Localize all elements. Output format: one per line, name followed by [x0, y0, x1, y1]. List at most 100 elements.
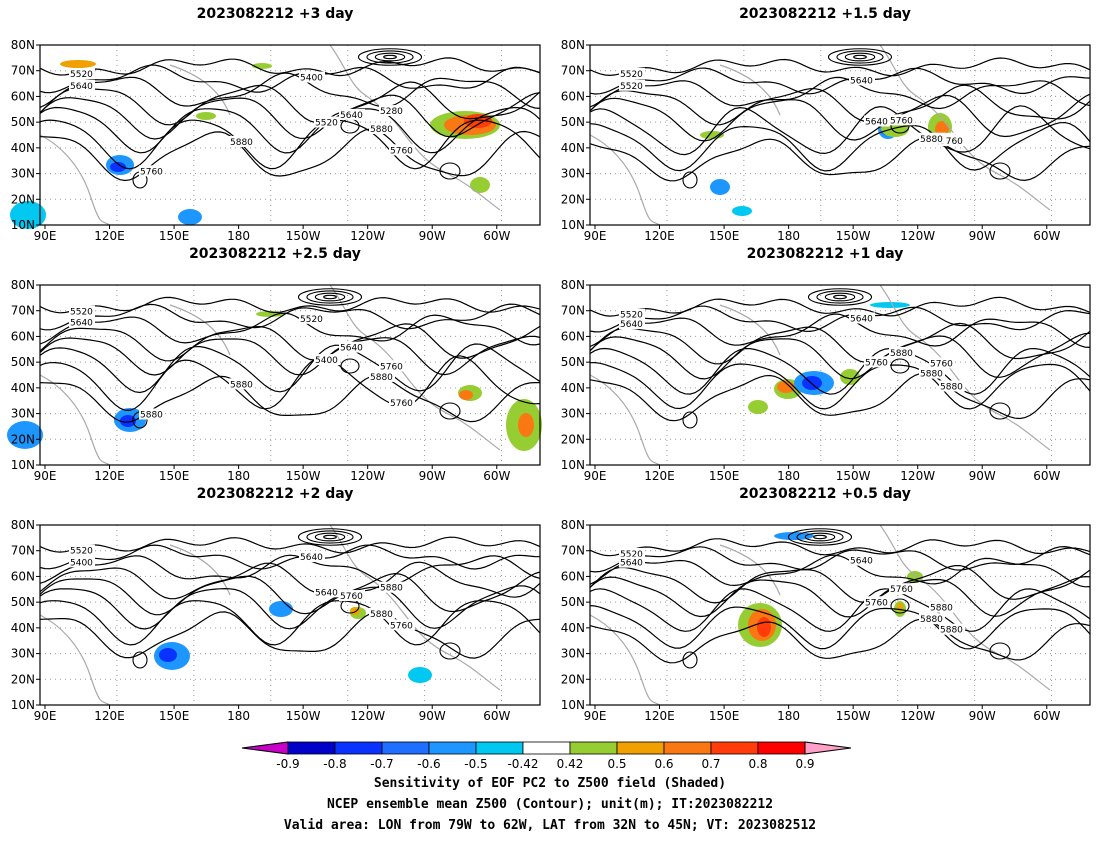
contour-label: 5760 [390, 621, 413, 631]
z500-contours [39, 57, 541, 182]
panel-title: 2023082212 +1 day [746, 246, 904, 262]
lon-tick-label: 150E [159, 229, 190, 243]
lon-tick-label: 120E [644, 469, 675, 483]
lat-tick-label: 60N [11, 89, 35, 103]
lat-tick-label: 50N [561, 595, 585, 609]
colorbar-legend: -0.9 -0.8 -0.7 -0.6 -0.5 -0.42 0.42 0.5 0.6 0.7 0.… [241, 741, 852, 771]
contour-label: 5400 [70, 558, 93, 568]
contour-line-2 [589, 554, 1091, 588]
contour-label: 5760 [380, 362, 403, 372]
map: 5520552056405640576058805760588080N70N60… [561, 38, 1091, 243]
colorbar-tick-label: 0.9 [795, 757, 814, 771]
contour-label: 5880 [940, 382, 963, 392]
shading-patch-1 [159, 648, 177, 662]
contour-line-5 [589, 105, 1091, 156]
contour-line-1 [589, 67, 1091, 95]
contour-label: 5760 [390, 399, 413, 409]
contour-label: 5640 [70, 82, 93, 92]
map-frame [589, 284, 1091, 466]
lat-tick-label: 20N [11, 192, 35, 206]
lon-tick-label: 150E [709, 229, 740, 243]
lon-tick-label: 90W [419, 709, 446, 723]
lon-tick-label: 120W [350, 709, 385, 723]
contour-label: 5640 [340, 111, 363, 121]
contour-line-6 [589, 121, 1091, 172]
contour-line-1 [39, 303, 541, 331]
lon-tick-label: 90W [969, 229, 996, 243]
lat-tick-label: 10N [11, 698, 35, 712]
lat-tick-label: 30N [11, 647, 35, 661]
plot-area [590, 45, 1090, 225]
contour-line-7 [39, 128, 541, 182]
map-frame [39, 284, 541, 466]
contour-label: 5760 [390, 146, 413, 156]
contour-line-7 [589, 137, 1091, 182]
contour-line-0 [589, 296, 1091, 317]
colorbar-segment [428, 741, 477, 755]
colorbar-segment [569, 741, 618, 755]
contour-line-2 [39, 554, 541, 585]
map: 5520564056405760588057605880588080N70N60… [561, 278, 1091, 483]
contour-label: 5640 [850, 76, 873, 86]
shading-patch-3 [518, 413, 534, 437]
colorbar-tick-label: -0.9 [276, 757, 299, 771]
contour-line-1 [39, 64, 541, 94]
panel-title: 2023082212 +2.5 day [189, 246, 361, 262]
panel-plus-3-day: 2023082212 +3 day 5520 5640 5400 5520 5640 52… [0, 5, 550, 245]
panel-plus-1-day: 2023082212 +1 day 5520 5640 5640 5760 5880 57… [550, 245, 1100, 485]
shading-patch-4 [840, 369, 860, 385]
contour-line-4 [589, 332, 1091, 380]
panel-plus-2.5-day: 2023082212 +2.5 day 5520 5640 5520 5400 5640… [0, 245, 550, 485]
lon-tick-label: 120E [644, 229, 675, 243]
shading-patch-4 [110, 162, 126, 172]
contour-line-4 [589, 93, 1091, 142]
colorbar-tick-label: 0.7 [701, 757, 720, 771]
contour-label: 5280 [380, 107, 403, 117]
contour-line-5 [39, 106, 541, 154]
contour-line-6 [39, 600, 541, 646]
contour-line-6 [39, 119, 541, 170]
contour-label: 5880 [370, 610, 393, 620]
lon-tick-label: 150E [709, 469, 740, 483]
contour-label: 5520 [620, 550, 643, 560]
contour-label: 5520 [620, 70, 643, 80]
contour-label: 5880 [920, 370, 943, 380]
colorbar-segment [334, 741, 383, 755]
colorbar-segment [710, 741, 759, 755]
contour-line-0 [589, 538, 1091, 557]
lat-tick-label: 80N [11, 518, 35, 532]
shading-patch-1 [459, 390, 473, 400]
contour-line-7 [39, 611, 541, 659]
contour-label: 5400 [300, 74, 323, 84]
contour-label: 5520 [315, 119, 338, 129]
colorbar-low-extend [241, 741, 289, 755]
lon-tick-label: 90W [419, 229, 446, 243]
map-frame [589, 44, 1091, 226]
caption-line-2: NCEP ensemble mean Z500 (Contour); unit(… [326, 797, 774, 812]
lat-tick-label: 20N [11, 672, 35, 686]
lat-tick-label: 60N [561, 89, 585, 103]
z500-contours [589, 296, 1091, 422]
lon-tick-label: 120W [350, 229, 385, 243]
low-center-contours [297, 288, 363, 306]
contour-label: 5520 [620, 82, 643, 92]
lat-tick-label: 30N [561, 647, 585, 661]
contour-line-2 [589, 313, 1091, 348]
contour-line-3 [589, 84, 1091, 126]
lon-tick-label: 150E [159, 469, 190, 483]
contour-line-2 [39, 72, 541, 109]
lon-tick-label: 90E [584, 709, 607, 723]
lat-tick-label: 10N [561, 458, 585, 472]
colorbar-tick-label: 0.6 [654, 757, 673, 771]
lon-tick-label: 150W [836, 229, 871, 243]
lat-tick-label: 40N [11, 141, 35, 155]
sensitivity-shading [7, 311, 542, 451]
lat-tick-label: 20N [561, 432, 585, 446]
contour-label: 5880 [890, 349, 913, 359]
contour-line-1 [589, 545, 1091, 573]
shading-patch-5 [748, 400, 768, 414]
lon-tick-label: 150W [286, 469, 321, 483]
contour-label: 5640 [850, 557, 873, 567]
lat-tick-label: 80N [11, 38, 35, 52]
